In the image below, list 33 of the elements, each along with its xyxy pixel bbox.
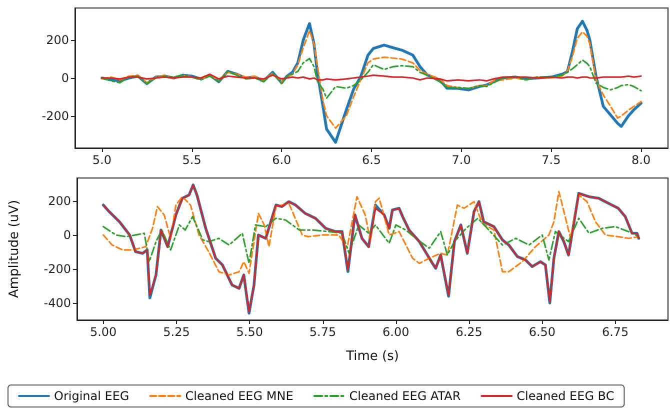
y-tick-label: -200: [42, 108, 69, 123]
line-series: [101, 73, 642, 82]
legend-label: Cleaned EEG BC: [516, 389, 614, 403]
y-tick-label: -400: [44, 296, 71, 310]
legend-label: Cleaned EEG MNE: [185, 389, 294, 403]
x-tick-label: 6.25: [456, 325, 482, 339]
x-axis-title: Time (s): [345, 349, 399, 364]
x-tick-label: 5.50: [236, 325, 263, 339]
x-tick-label: 6.0: [272, 153, 292, 167]
x-tick-label: 5.75: [309, 325, 336, 339]
line-series: [102, 190, 640, 276]
x-tick-label: 5.0: [92, 153, 112, 167]
line-series: [101, 58, 642, 100]
y-axis-title: Amplitude (uV): [7, 200, 22, 298]
x-tick-label: 6.75: [602, 325, 629, 339]
line-series: [101, 30, 642, 129]
legend-label: Original EEG: [54, 389, 130, 403]
x-tick-label: 7.5: [542, 153, 561, 167]
x-tick-label: 7.0: [452, 153, 471, 167]
x-tick-label: 6.00: [382, 325, 410, 339]
line-series: [102, 216, 640, 264]
x-tick-label: 8.0: [632, 153, 651, 167]
y-tick-label: 0: [63, 228, 71, 242]
x-tick-label: 6.50: [528, 325, 556, 339]
legend-label: Cleaned EEG ATAR: [349, 389, 461, 403]
y-tick-label: 0: [61, 71, 69, 85]
x-tick-label: 5.25: [163, 325, 190, 339]
y-tick-label: 200: [48, 194, 71, 208]
x-tick-label: 5.00: [90, 325, 117, 339]
x-tick-label: 6.5: [362, 153, 382, 167]
y-tick-label: 200: [46, 33, 69, 48]
y-tick-label: -200: [44, 262, 71, 276]
x-tick-label: 5.5: [182, 153, 202, 167]
